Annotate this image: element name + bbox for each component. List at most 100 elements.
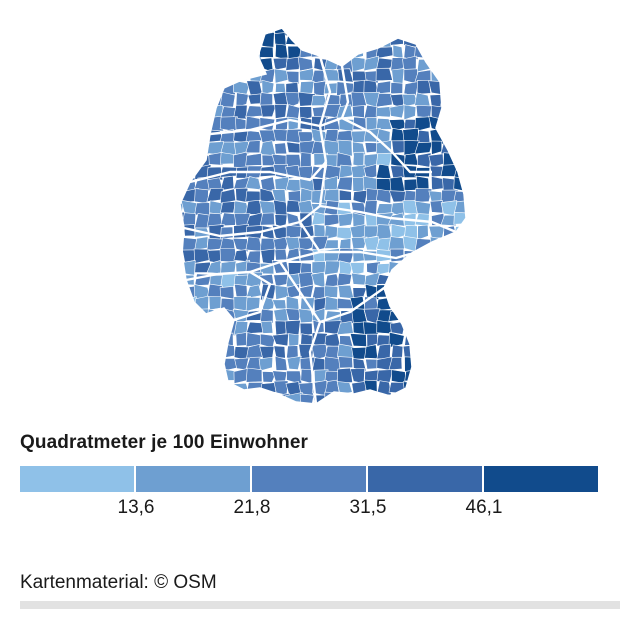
district-region xyxy=(181,212,197,227)
district-region xyxy=(441,380,458,394)
district-region xyxy=(453,310,466,323)
district-region xyxy=(391,344,404,360)
district-region xyxy=(428,259,444,275)
district-region xyxy=(453,297,466,311)
district-region xyxy=(299,152,312,169)
district-region xyxy=(388,190,406,203)
district-region xyxy=(453,285,466,300)
district-region xyxy=(193,57,212,70)
district-region xyxy=(350,91,367,108)
district-region xyxy=(351,346,368,360)
district-region xyxy=(414,283,432,301)
district-region xyxy=(375,80,391,95)
district-region xyxy=(312,406,326,414)
district-region xyxy=(170,405,184,414)
district-region xyxy=(453,34,466,48)
legend-swatch-4 xyxy=(368,466,484,492)
district-region xyxy=(375,152,393,167)
district-region xyxy=(469,22,470,34)
district-region xyxy=(440,117,459,133)
district-region xyxy=(272,57,288,71)
district-region xyxy=(180,80,185,96)
district-region xyxy=(184,129,197,144)
district-region xyxy=(441,343,456,360)
district-region xyxy=(182,393,197,404)
district-region xyxy=(453,127,466,143)
district-region xyxy=(193,32,209,48)
district-region xyxy=(453,331,466,348)
district-region xyxy=(363,321,379,337)
district-region xyxy=(248,34,261,48)
district-region xyxy=(180,394,184,404)
district-region xyxy=(376,309,393,324)
district-region xyxy=(274,104,288,119)
district-region xyxy=(363,28,380,35)
district-region xyxy=(428,153,444,169)
district-region xyxy=(351,272,366,286)
district-region xyxy=(181,43,199,59)
district-region xyxy=(428,296,442,312)
district-region xyxy=(245,296,261,312)
district-region xyxy=(245,367,263,383)
district-region xyxy=(339,403,353,404)
district-region xyxy=(442,322,459,335)
district-region xyxy=(376,343,392,360)
district-region xyxy=(180,92,184,109)
district-region xyxy=(299,393,315,404)
district-region xyxy=(349,262,365,276)
district-region xyxy=(350,56,366,73)
district-region xyxy=(417,296,432,312)
legend-break-label: 46,1 xyxy=(465,497,503,518)
district-region xyxy=(388,356,403,371)
district-region xyxy=(297,28,314,37)
district-region xyxy=(245,199,262,215)
district-region xyxy=(180,380,186,394)
district-region xyxy=(453,367,466,384)
district-region xyxy=(414,358,431,371)
district-region xyxy=(339,32,355,49)
district-region xyxy=(467,237,470,251)
district-region xyxy=(441,31,457,47)
state-border xyxy=(318,55,332,163)
state-border xyxy=(183,161,328,238)
district-region xyxy=(468,191,470,203)
state-border xyxy=(319,287,385,324)
district-region xyxy=(285,56,301,71)
district-region xyxy=(467,356,470,370)
district-region xyxy=(180,309,184,325)
district-region xyxy=(469,129,470,143)
district-region xyxy=(180,67,183,84)
district-region xyxy=(431,250,443,263)
district-region xyxy=(233,392,250,404)
district-region xyxy=(467,407,470,414)
district-region xyxy=(467,308,470,323)
district-region xyxy=(414,116,431,133)
district-region xyxy=(219,44,236,59)
district-region xyxy=(324,260,341,276)
district-region xyxy=(181,332,198,345)
district-region xyxy=(453,116,466,132)
district-region xyxy=(194,379,210,397)
district-region xyxy=(429,200,443,214)
district-region xyxy=(180,355,184,372)
district-region xyxy=(416,392,430,404)
district-region xyxy=(404,369,420,383)
district-region xyxy=(453,250,466,265)
district-region xyxy=(288,403,302,404)
district-region xyxy=(180,345,198,360)
district-region xyxy=(232,238,249,253)
district-region xyxy=(337,212,354,227)
district-region xyxy=(323,31,340,46)
district-region xyxy=(367,405,379,414)
district-region xyxy=(363,392,378,404)
district-region xyxy=(363,79,379,94)
district-region xyxy=(339,189,352,201)
district-region xyxy=(232,32,251,49)
district-region xyxy=(273,308,289,323)
district-region xyxy=(193,358,210,372)
district-region xyxy=(180,334,182,346)
district-region xyxy=(442,55,459,69)
district-region xyxy=(183,79,198,95)
district-region xyxy=(260,320,274,334)
district-region xyxy=(376,394,391,404)
